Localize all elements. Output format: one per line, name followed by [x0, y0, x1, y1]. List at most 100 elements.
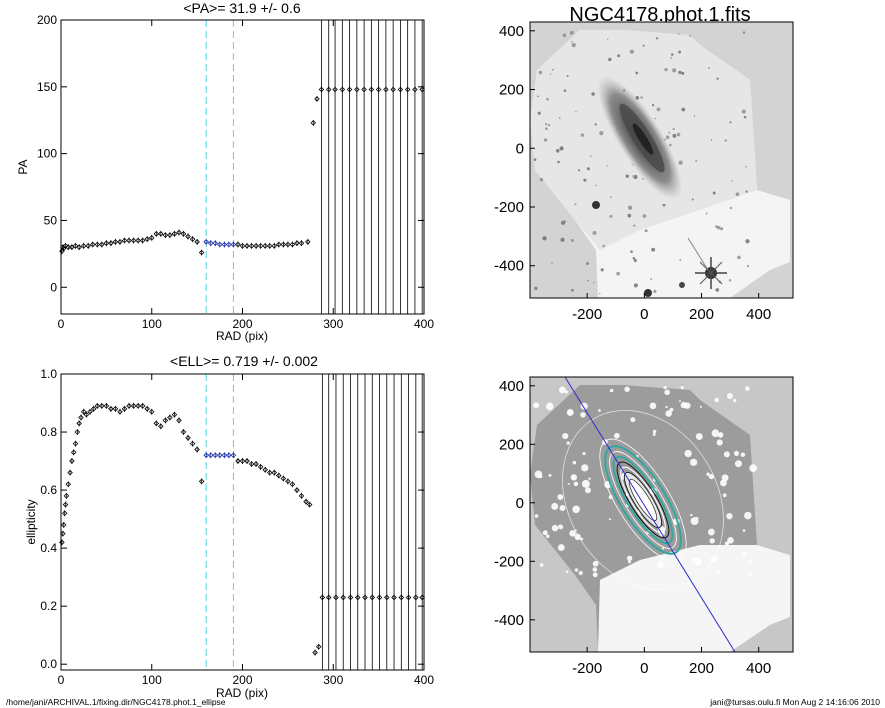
data-point [112, 405, 119, 412]
noise-speck [670, 57, 673, 59]
noise-speck [539, 177, 544, 182]
mask-blob [557, 544, 565, 552]
pa-chart-title: <PA>= 31.9 +/- 0.6 [183, 0, 300, 16]
data-point [135, 237, 141, 244]
isophote-image-panel: -200 0 200 400 -400 -200 0 200 400 [494, 376, 794, 677]
data-point [333, 594, 339, 601]
mask-blob [574, 568, 579, 572]
mask-blob [609, 388, 614, 393]
mask-blob [534, 514, 539, 518]
data-point [90, 405, 97, 412]
data-point [144, 236, 150, 243]
data-point [217, 241, 223, 248]
noise-speck [747, 265, 749, 268]
noise-speck [562, 33, 567, 38]
data-point [103, 402, 110, 409]
mask-blob [570, 474, 578, 481]
mask-blob [580, 412, 586, 418]
noise-speck [606, 164, 608, 167]
noise-speck [574, 203, 577, 206]
noise-speck [533, 158, 537, 161]
mask-blob [581, 479, 590, 488]
noise-speck [653, 289, 657, 293]
data-point [369, 594, 376, 601]
mask-blob [652, 429, 657, 434]
mask-blob [546, 402, 554, 411]
noise-speck [557, 160, 560, 164]
data-point [198, 249, 205, 256]
noise-speck [678, 33, 680, 35]
data-point [180, 429, 187, 436]
noise-speck [631, 175, 634, 177]
data-point [239, 242, 246, 249]
mask-blob [567, 482, 570, 485]
y-tick-label: -400 [494, 258, 524, 275]
pa-sky-lines [321, 20, 423, 314]
noise-speck [583, 178, 587, 182]
mask-blob [716, 439, 723, 446]
noise-speck [563, 89, 567, 92]
data-point [76, 244, 82, 251]
data-point [276, 241, 282, 248]
noise-speck [569, 30, 574, 35]
mask-blob [716, 570, 720, 574]
noise-speck [671, 53, 674, 56]
noise-speck [632, 257, 636, 260]
mask-blob [613, 432, 620, 439]
noise-speck [730, 180, 733, 182]
noise-speck [705, 212, 708, 215]
mask-blob [562, 433, 569, 440]
data-point [69, 458, 75, 465]
y-tick-label: 1.0 [40, 367, 57, 381]
mask-blob [588, 477, 591, 480]
noise-speck [717, 226, 721, 230]
image-frame [529, 21, 794, 299]
noise-speck [586, 279, 589, 282]
data-point [65, 244, 72, 251]
data-point [412, 86, 418, 93]
data-point [194, 238, 200, 245]
mask-blob [749, 559, 752, 563]
data-point [221, 241, 228, 248]
noise-speck [633, 174, 638, 180]
data-point [135, 402, 141, 409]
mask-blob [572, 460, 577, 465]
data-point [130, 237, 137, 244]
data-point [253, 242, 259, 249]
x-tick-label: 400 [746, 306, 771, 323]
footer-path: /home/jani/ARCHIVAL.1/fixing.dir/NGC4178… [6, 697, 226, 707]
noise-speck [549, 73, 552, 76]
data-point [67, 469, 73, 476]
noise-speck [629, 49, 635, 54]
ell-plot-frame [60, 373, 425, 671]
data-point [212, 452, 219, 459]
noise-speck [710, 139, 713, 141]
noise-speck [664, 67, 668, 72]
noise-speck [630, 250, 633, 253]
mask-blob [665, 410, 672, 417]
data-point [266, 469, 273, 476]
mask-blob [744, 511, 752, 520]
x-tick-label: 100 [142, 673, 162, 687]
data-point [112, 238, 119, 245]
data-point [83, 411, 90, 418]
data-point [332, 86, 338, 93]
star-left [592, 201, 600, 209]
mask-blob [652, 433, 656, 436]
data-point [354, 86, 360, 93]
mask-blob [551, 502, 559, 510]
mask-blob [742, 529, 746, 532]
mask-blob [684, 402, 691, 409]
ell-ylabel: ellipticity [24, 499, 38, 544]
mask-blob [557, 494, 564, 500]
data-point [148, 408, 155, 415]
data-point [139, 237, 146, 244]
data-point [103, 240, 110, 247]
ell-chart-title: <ELL>= 0.719 +/- 0.002 [170, 353, 318, 369]
x-tick-label: 200 [689, 306, 714, 323]
data-point [235, 458, 241, 465]
noise-speck [546, 97, 549, 101]
data-point [391, 594, 397, 601]
noise-speck [594, 184, 597, 187]
mask-blob [566, 441, 570, 445]
